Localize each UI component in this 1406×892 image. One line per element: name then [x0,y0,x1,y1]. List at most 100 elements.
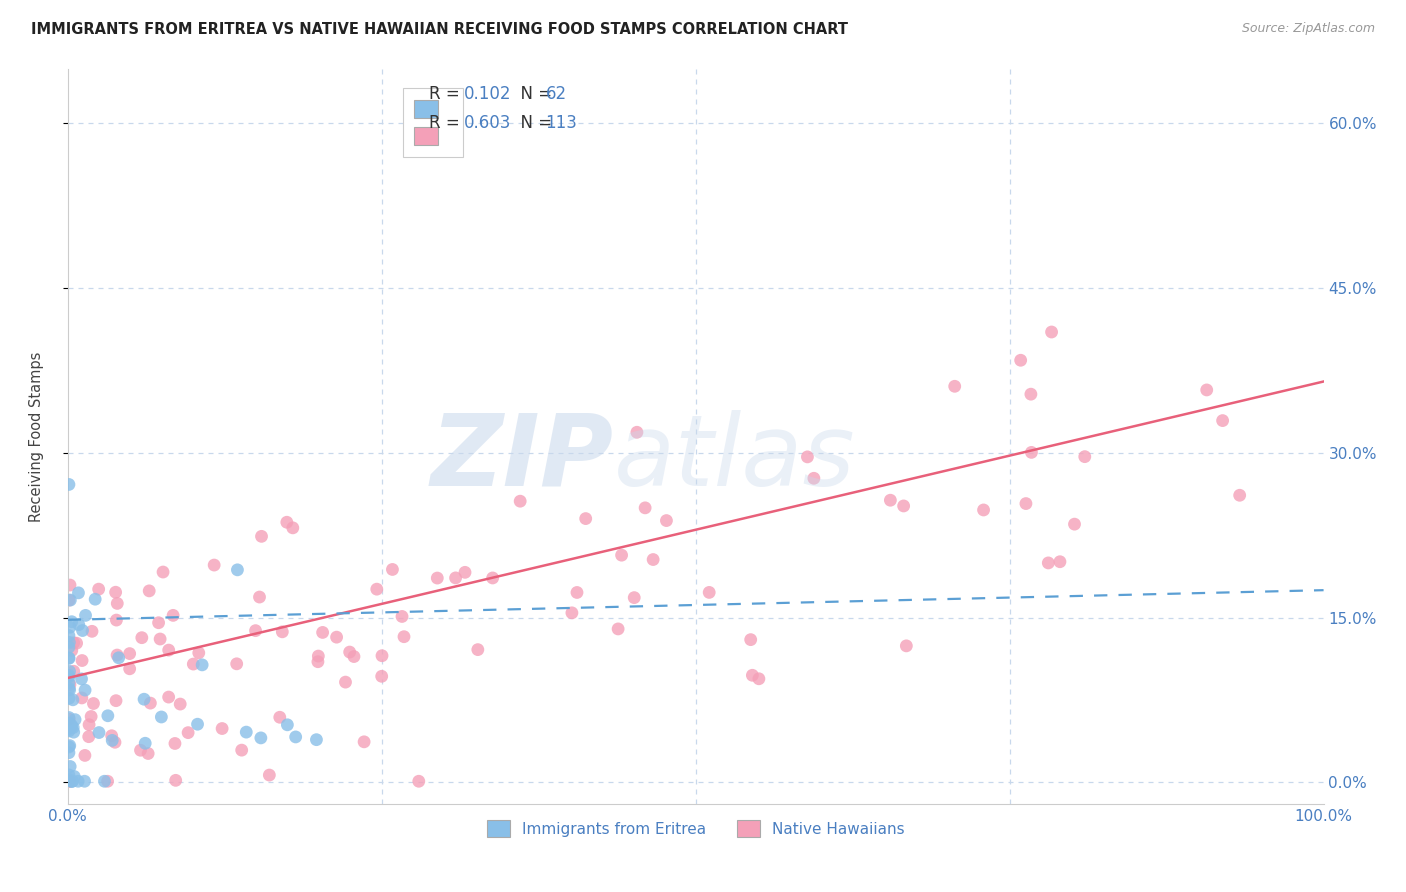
Point [58,716,80,731]
Point [58,746,80,760]
Point [643,552,665,566]
Point [105,596,128,610]
Point [335,675,357,690]
Point [62,665,84,679]
Point [138,583,160,598]
Point [796,450,818,464]
Point [58,675,80,690]
Point [100,729,122,743]
Point [93,774,115,789]
Point [70,690,93,705]
Point [70,654,93,668]
Point [1229,488,1251,502]
Point [58,681,80,696]
Text: N =: N = [510,85,558,103]
Point [339,645,361,659]
Point [1010,353,1032,368]
Point [107,650,129,665]
Point [97,774,120,789]
Point [59,677,82,691]
Text: Source: ZipAtlas.com: Source: ZipAtlas.com [1241,22,1375,36]
Point [60,643,83,657]
Point [408,774,430,789]
Point [467,642,489,657]
Point [1049,555,1071,569]
Point [1040,325,1063,339]
Point [67,586,90,600]
Point [165,773,187,788]
Point [58,774,80,789]
Point [249,590,271,604]
Point [58,629,80,643]
Point [58,665,80,679]
Point [610,548,633,562]
Point [58,670,80,684]
Point [697,585,720,599]
Point [67,774,90,789]
Point [59,739,82,753]
Point [454,566,477,580]
Point [118,647,141,661]
Point [444,571,467,585]
Point [371,648,394,663]
Point [284,730,307,744]
Point [58,723,80,738]
Point [129,743,152,757]
Point [87,725,110,739]
Legend: Immigrants from Eritrea, Native Hawaiians: Immigrants from Eritrea, Native Hawaiian… [479,813,912,845]
Point [607,622,630,636]
Point [58,772,80,787]
Point [211,722,233,736]
Point [60,774,83,789]
Point [163,736,186,750]
Point [59,620,82,634]
Point [305,732,328,747]
Point [58,651,80,665]
Point [187,646,209,660]
Point [152,565,174,579]
Point [655,514,678,528]
Point [1021,445,1043,459]
Point [226,563,249,577]
Point [139,696,162,710]
Point [58,710,80,724]
Y-axis label: Receiving Food Stamps: Receiving Food Stamps [30,351,44,522]
Point [149,632,172,646]
Point [75,608,97,623]
Point [353,735,375,749]
Point [62,774,84,789]
Text: N =: N = [510,114,558,132]
Point [63,713,86,727]
Point [84,592,107,607]
Point [77,730,100,744]
Point [169,697,191,711]
Point [59,774,82,789]
Point [59,759,82,773]
Point [62,725,84,739]
Point [225,657,247,671]
Point [896,639,918,653]
Point [104,735,127,749]
Point [381,562,404,576]
Point [105,648,128,662]
Point [893,499,915,513]
Point [58,651,80,665]
Point [177,725,200,739]
Point [58,668,80,682]
Point [281,521,304,535]
Point [1019,387,1042,401]
Point [370,669,392,683]
Point [943,379,966,393]
Point [1015,497,1038,511]
Point [58,712,80,726]
Point [748,672,770,686]
Text: R =: R = [429,85,465,103]
Point [58,774,80,789]
Point [136,747,159,761]
Point [269,710,291,724]
Point [73,774,96,789]
Text: 0.603: 0.603 [464,114,512,132]
Point [803,471,825,485]
Point [366,582,388,596]
Point [187,717,209,731]
